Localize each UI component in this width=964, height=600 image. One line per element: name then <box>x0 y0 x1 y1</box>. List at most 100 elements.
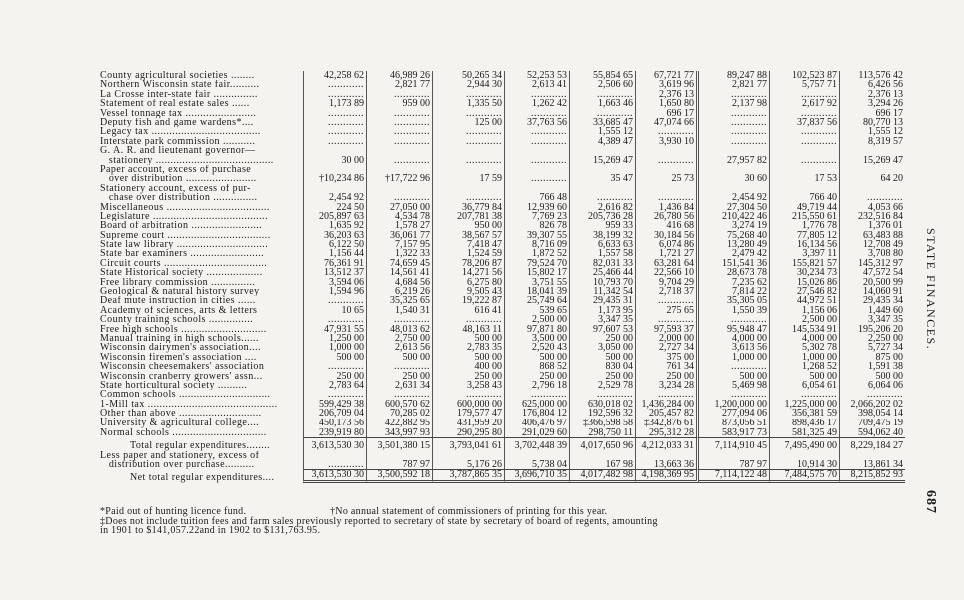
empty-cell: ............ <box>303 80 367 90</box>
value-cell: 12,939 60 <box>505 202 570 212</box>
value-cell: 787 97 <box>699 450 770 470</box>
value-cell: 600,570 62 <box>367 399 433 410</box>
empty-cell: ............ <box>303 362 367 372</box>
value-cell: 1,436 84 <box>636 202 699 212</box>
value-cell: 3,930 10 <box>636 136 699 147</box>
value-cell: 4,000 00 <box>699 333 770 344</box>
value-cell: 250 00 <box>505 371 570 381</box>
value-cell: 63,483 88 <box>863 230 903 241</box>
table-row: Common schools .........................… <box>100 390 910 400</box>
value-cell: 2,454 92 <box>699 183 770 203</box>
value-cell: 539 65 <box>505 305 570 316</box>
value-cell: 2,613 41 <box>505 80 570 90</box>
row-label: Total regular expenditures........ <box>130 441 271 451</box>
footnotes: *Paid out of hunting licence fund. †No a… <box>100 507 920 536</box>
empty-cell: ............ <box>303 390 367 400</box>
value-cell: ‡342,876 61 <box>636 418 699 428</box>
value-cell: 35,325 65 <box>367 296 433 306</box>
row-label: Legacy tax .............................… <box>100 127 261 137</box>
value-cell: 3,234 28 <box>636 380 699 391</box>
value-cell: 1,268 52 <box>770 362 840 372</box>
value-cell: 25,466 44 <box>570 268 636 278</box>
row-label: Manual training in high schools...... <box>100 333 259 344</box>
row-label: State Historical society ...............… <box>100 268 263 278</box>
value-cell: 16,134 56 <box>770 240 840 250</box>
row-label: La Crosse inter-state fair .............… <box>100 89 258 100</box>
value-cell: 2,796 18 <box>505 380 570 391</box>
footnote-dagger: †No annual statement of commissioners of… <box>330 506 608 517</box>
empty-cell: ............ <box>367 117 433 128</box>
value-cell: 63,281 64 <box>636 258 699 269</box>
value-cell: 67,721 77 <box>636 71 699 81</box>
value-cell: 13,512 37 <box>303 268 367 278</box>
value-cell: 20,500 99 <box>863 277 903 288</box>
value-cell: 167 98 <box>570 450 636 470</box>
table-row: Deputy fish and game wardens*...........… <box>100 117 910 128</box>
empty-cell: ............ <box>770 127 840 137</box>
value-cell: 250 00 <box>570 371 636 381</box>
value-cell: 47,074 66 <box>636 117 699 128</box>
value-cell: 2,750 00 <box>367 333 433 344</box>
table-row: University & agricultural college.... 450… <box>100 418 910 428</box>
table-row: Wisconsin cranberry growers' assn... 250 … <box>100 372 910 381</box>
value-cell: 176,804 12 <box>505 409 570 419</box>
table-row: Wisconsin cheesemakers' association.....… <box>100 362 910 372</box>
empty-cell: ............ <box>303 89 367 100</box>
value-cell: 19,222 87 <box>433 296 505 306</box>
value-cell: †17,722 96 <box>367 164 433 184</box>
value-cell: 4,053 66 <box>868 202 903 212</box>
value-cell: 25,749 64 <box>505 296 570 306</box>
value-cell: 7,114,122 48 <box>699 469 770 483</box>
value-cell: 8,716 09 <box>505 240 570 250</box>
value-cell: 3,274 19 <box>699 221 770 231</box>
footnote-double-dagger-cont: in 1901 to $141,057.22and in 1902 to $13… <box>100 525 321 537</box>
value-cell: 37,837 56 <box>770 117 840 128</box>
value-cell: 8,319 57 <box>868 136 903 147</box>
value-cell: 1,635 92 <box>303 221 367 231</box>
value-cell: 22,566 10 <box>636 268 699 278</box>
row-label: Other than above .......................… <box>100 409 262 419</box>
value-cell: 2,821 77 <box>367 80 433 90</box>
value-cell: 250 00 <box>367 371 433 381</box>
empty-cell: ............ <box>636 146 699 165</box>
value-cell: 9,505 43 <box>433 287 505 297</box>
empty-cell: ............ <box>303 450 367 470</box>
value-cell: 4,017,482 98 <box>570 469 636 483</box>
value-cell: 422,882 95 <box>367 418 433 428</box>
value-cell: 10,914 30 <box>770 450 840 470</box>
value-cell: 1,250 00 <box>303 333 367 344</box>
value-cell: 295,312 28 <box>636 427 699 438</box>
value-cell: 1,524 59 <box>433 249 505 259</box>
table-row: State bar examiners ....................… <box>100 249 910 259</box>
value-cell: 787 97 <box>367 450 433 470</box>
value-cell: 1,540 31 <box>367 305 433 316</box>
value-cell: 97,593 37 <box>636 324 699 334</box>
value-cell: 3,347 35 <box>868 315 903 325</box>
value-cell: 12,708 49 <box>863 240 903 250</box>
value-cell: 6,122 50 <box>303 240 367 250</box>
value-cell: 761 34 <box>636 362 699 372</box>
value-cell: 3,613 56 <box>699 343 770 353</box>
value-cell: 3,613,530 30 <box>303 469 367 483</box>
table-row: La Crosse inter-state fair .............… <box>100 89 910 100</box>
value-cell: 3,347 35 <box>570 315 636 325</box>
value-cell: 1,262 42 <box>505 99 570 109</box>
row-label: Stationery account, excess of pur- chase… <box>100 183 258 203</box>
row-label: Paper account, excess of purchase over d… <box>100 164 257 184</box>
table-row: 1-Mill tax .............................… <box>100 399 910 410</box>
value-cell: 3,594 06 <box>303 277 367 288</box>
value-cell: 1,650 80 <box>636 99 699 109</box>
value-cell: 3,613,530 30 <box>303 437 367 451</box>
value-cell: 875 00 <box>875 352 904 363</box>
value-cell: 826 78 <box>505 221 570 231</box>
empty-cell: ............ <box>770 89 840 100</box>
value-cell: 4,212,033 31 <box>636 437 699 451</box>
value-cell: 2,376 13 <box>868 89 903 100</box>
value-cell: 7,235 62 <box>699 277 770 288</box>
table-row: County training schools ................… <box>100 315 910 325</box>
value-cell: 3,619 96 <box>636 80 699 90</box>
value-cell: 1,449 60 <box>868 305 903 316</box>
value-cell: 36,061 77 <box>367 230 433 241</box>
value-cell: 2,727 34 <box>636 343 699 353</box>
value-cell: 8,229,184 27 <box>840 437 905 451</box>
